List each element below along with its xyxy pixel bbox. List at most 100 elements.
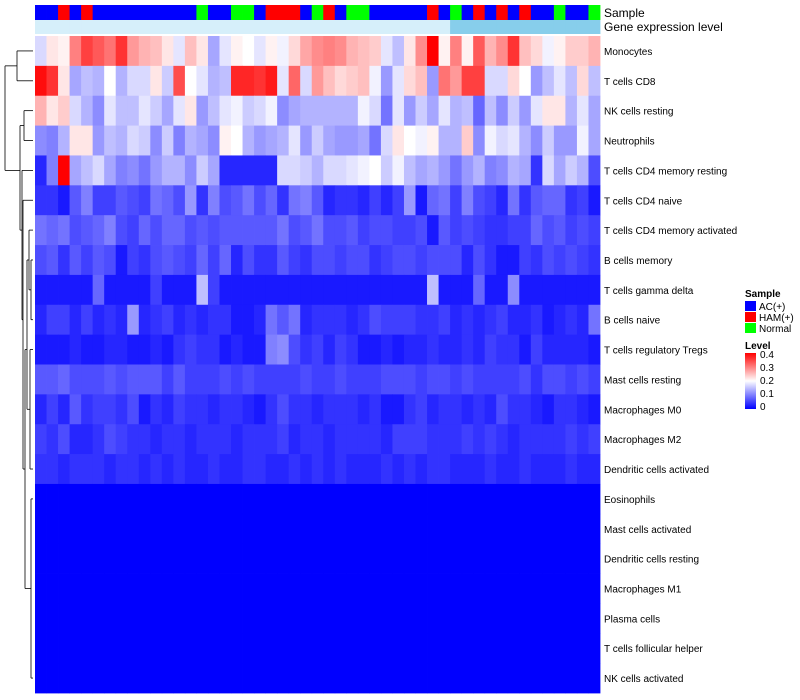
heatmap-cell	[254, 483, 267, 515]
sample-legend-label: HAM(+)	[759, 313, 794, 324]
heatmap-cell	[265, 633, 278, 664]
heatmap-cell	[138, 125, 151, 156]
heatmap-cell	[300, 334, 313, 365]
heatmap-cell	[334, 245, 347, 276]
heatmap-cell	[184, 36, 197, 67]
heatmap-cell	[346, 304, 359, 336]
heatmap-cell	[173, 185, 186, 216]
heatmap-cell	[300, 603, 313, 634]
heatmap-cell	[530, 36, 543, 67]
expression-track-cell	[127, 20, 140, 34]
heatmap-cell	[115, 95, 128, 126]
heatmap-cell	[196, 603, 209, 634]
heatmap-cell	[92, 125, 105, 156]
heatmap-cell	[184, 513, 197, 545]
heatmap-cell	[184, 543, 197, 574]
expression-track-cell	[92, 20, 105, 34]
heatmap-cell	[127, 543, 140, 574]
heatmap-cell	[403, 36, 416, 67]
heatmap-cell	[69, 573, 82, 604]
heatmap-cell	[450, 454, 463, 485]
heatmap-cell	[311, 483, 324, 515]
heatmap-cell	[507, 424, 520, 455]
heatmap-cell	[576, 245, 589, 276]
heatmap-cell	[403, 454, 416, 485]
heatmap-cell	[576, 65, 589, 97]
heatmap-cell	[58, 65, 70, 97]
heatmap-cell	[207, 573, 220, 604]
heatmap-cell	[58, 633, 70, 664]
heatmap-cell	[207, 543, 220, 574]
heatmap-cell	[242, 125, 255, 156]
heatmap-cell	[254, 454, 267, 485]
heatmap-cell	[392, 454, 405, 485]
heatmap-cell	[207, 155, 220, 186]
heatmap-cell	[380, 483, 393, 515]
heatmap-cell	[207, 215, 220, 246]
heatmap-cell	[530, 215, 543, 246]
heatmap-cell	[231, 274, 243, 306]
heatmap-cell	[576, 36, 589, 67]
heatmap-cell	[553, 95, 566, 126]
heatmap-cell	[288, 424, 301, 455]
heatmap-cell	[115, 633, 128, 664]
heatmap-cell	[300, 513, 313, 545]
heatmap-cell	[92, 454, 105, 485]
heatmap-cell	[334, 513, 347, 545]
heatmap-cell	[242, 513, 255, 545]
heatmap-cell	[450, 95, 463, 126]
heatmap-cell	[277, 424, 290, 455]
heatmap-cell	[35, 483, 47, 515]
heatmap-cell	[334, 36, 347, 67]
heatmap-cell	[565, 125, 578, 156]
heatmap-cell	[242, 543, 255, 574]
sample-track-cell	[496, 5, 509, 20]
heatmap-cell	[427, 274, 439, 306]
heatmap-cell	[265, 483, 278, 515]
heatmap-cell	[196, 543, 209, 574]
heatmap-cell	[277, 483, 290, 515]
heatmap-cell	[461, 513, 474, 545]
heatmap-cell	[427, 573, 439, 604]
heatmap-cell	[196, 95, 209, 126]
heatmap-cell	[576, 215, 589, 246]
sample-legend-swatch	[745, 312, 756, 322]
heatmap-cell	[553, 334, 566, 365]
heatmap-cell	[380, 304, 393, 336]
heatmap-cell	[553, 155, 566, 186]
expression-track-cell	[219, 20, 232, 34]
heatmap-cell	[150, 155, 163, 186]
heatmap-cell	[461, 36, 474, 67]
heatmap-cell	[58, 155, 70, 186]
heatmap-cell	[380, 95, 393, 126]
heatmap-cell	[519, 185, 532, 216]
heatmap-cell	[138, 245, 151, 276]
heatmap-cell	[323, 334, 336, 365]
row-label: Mast cells resting	[604, 375, 681, 386]
heatmap-cell	[104, 185, 117, 216]
heatmap-cell	[565, 185, 578, 216]
heatmap-cell	[357, 304, 370, 336]
sample-legend-swatch	[745, 323, 756, 333]
heatmap-cell	[323, 304, 336, 336]
heatmap-cell	[81, 215, 94, 246]
heatmap-cell	[115, 454, 128, 485]
heatmap-cell	[92, 36, 105, 67]
heatmap-cell	[242, 36, 255, 67]
expression-track-cell	[427, 20, 439, 34]
heatmap-cell	[496, 304, 509, 336]
heatmap-cell	[288, 185, 301, 216]
heatmap-cell	[507, 573, 520, 604]
heatmap-cell	[150, 36, 163, 67]
heatmap-cell	[231, 424, 243, 455]
heatmap-cell	[427, 513, 439, 545]
heatmap-cell	[196, 65, 209, 97]
heatmap-cell	[127, 334, 140, 365]
heatmap-cell	[150, 334, 163, 365]
heatmap-cell	[58, 603, 70, 634]
heatmap-cell	[69, 95, 82, 126]
heatmap-cell	[231, 454, 243, 485]
heatmap-cell	[357, 513, 370, 545]
heatmap-cell	[461, 663, 474, 694]
heatmap-cell	[46, 394, 59, 425]
